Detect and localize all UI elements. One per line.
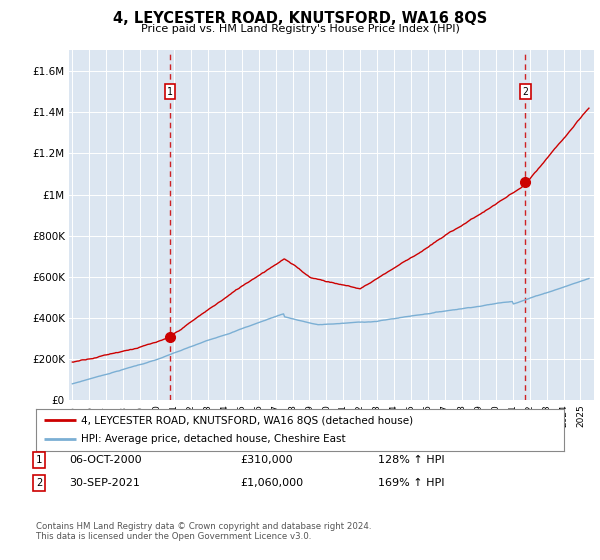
Text: 2: 2 bbox=[36, 478, 42, 488]
Text: HPI: Average price, detached house, Cheshire East: HPI: Average price, detached house, Ches… bbox=[81, 435, 346, 445]
Text: 1: 1 bbox=[36, 455, 42, 465]
Text: 2: 2 bbox=[523, 87, 529, 96]
Text: 169% ↑ HPI: 169% ↑ HPI bbox=[378, 478, 445, 488]
Text: Contains HM Land Registry data © Crown copyright and database right 2024.
This d: Contains HM Land Registry data © Crown c… bbox=[36, 522, 371, 542]
Text: 4, LEYCESTER ROAD, KNUTSFORD, WA16 8QS: 4, LEYCESTER ROAD, KNUTSFORD, WA16 8QS bbox=[113, 11, 487, 26]
Text: £1,060,000: £1,060,000 bbox=[240, 478, 303, 488]
Text: 30-SEP-2021: 30-SEP-2021 bbox=[69, 478, 140, 488]
Text: Price paid vs. HM Land Registry's House Price Index (HPI): Price paid vs. HM Land Registry's House … bbox=[140, 24, 460, 34]
Text: 1: 1 bbox=[167, 87, 173, 96]
Text: 06-OCT-2000: 06-OCT-2000 bbox=[69, 455, 142, 465]
Text: 4, LEYCESTER ROAD, KNUTSFORD, WA16 8QS (detached house): 4, LEYCESTER ROAD, KNUTSFORD, WA16 8QS (… bbox=[81, 415, 413, 425]
Text: £310,000: £310,000 bbox=[240, 455, 293, 465]
Text: 128% ↑ HPI: 128% ↑ HPI bbox=[378, 455, 445, 465]
